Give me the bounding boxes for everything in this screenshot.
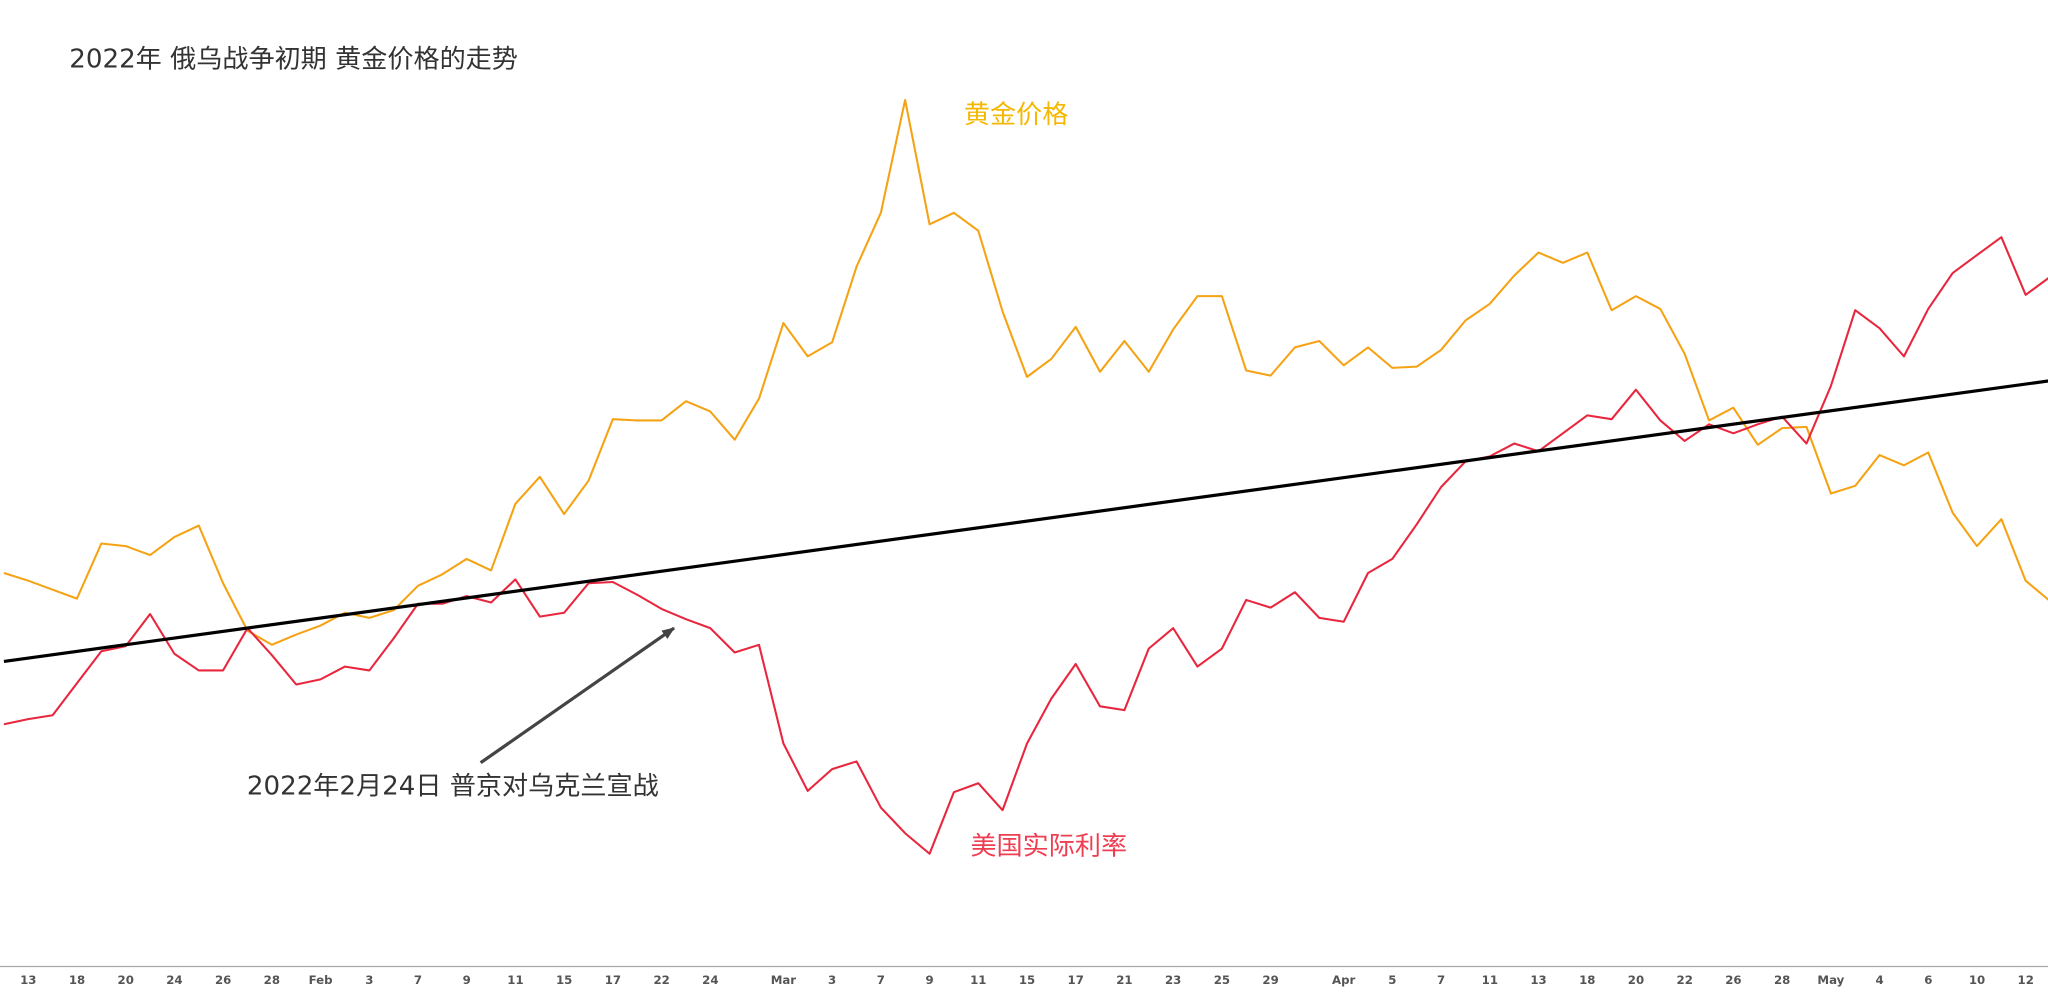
x-tick-label: 17 xyxy=(1068,973,1084,987)
x-tick-label: 7 xyxy=(1437,973,1445,987)
x-tick-label: Feb xyxy=(309,973,333,987)
x-tick-label: 23 xyxy=(1165,973,1181,987)
x-tick-label: May xyxy=(1817,973,1844,987)
x-tick-label: 15 xyxy=(556,973,572,987)
x-tick-label: Mar xyxy=(771,973,797,987)
x-tick-label: 22 xyxy=(1677,973,1693,987)
x-tick-label: 29 xyxy=(1262,973,1278,987)
x-tick-label: 12 xyxy=(2018,973,2034,987)
x-tick-label: 28 xyxy=(1774,973,1790,987)
x-tick-label: 7 xyxy=(414,973,422,987)
x-tick-label: 5 xyxy=(1388,973,1396,987)
x-tick-label: 11 xyxy=(970,973,986,987)
annotation-arrow xyxy=(479,626,676,765)
x-tick-label: 25 xyxy=(1214,973,1230,987)
x-tick-label: 20 xyxy=(1628,973,1644,987)
chart-title: 2022年 俄乌战争初期 黄金价格的走势 xyxy=(69,45,518,75)
x-tick-label: 21 xyxy=(1116,973,1132,987)
x-tick-label: 11 xyxy=(507,973,523,987)
x-tick-label: 15 xyxy=(1019,973,1035,987)
x-tick-label: 9 xyxy=(925,973,933,987)
series-line xyxy=(3,236,2048,855)
x-tick-label: 24 xyxy=(702,973,718,987)
x-tick-label: 13 xyxy=(20,973,36,987)
x-tick-label: 26 xyxy=(215,973,231,987)
x-tick-label: 3 xyxy=(365,973,373,987)
x-tick-label: 24 xyxy=(166,973,182,987)
series-label: 黄金价格 xyxy=(964,100,1069,130)
series-line xyxy=(3,98,2048,646)
x-tick-label: 6 xyxy=(1924,973,1932,987)
x-tick-label: 28 xyxy=(264,973,280,987)
x-tick-label: Apr xyxy=(1332,973,1356,987)
annotation: 2022年2月24日 普京对乌克兰宣战 xyxy=(247,772,659,802)
x-tick-label: 18 xyxy=(1579,973,1595,987)
x-tick-label: 17 xyxy=(605,973,621,987)
x-tick-label: 13 xyxy=(1530,973,1546,987)
x-tick-label: 7 xyxy=(877,973,885,987)
x-tick-label: 4 xyxy=(1875,973,1883,987)
x-tick-label: 22 xyxy=(653,973,669,987)
x-tick-label: 26 xyxy=(1725,973,1741,987)
x-tick-label: 10 xyxy=(1969,973,1985,987)
x-tick-label: 9 xyxy=(463,973,471,987)
x-tick-label: 11 xyxy=(1482,973,1498,987)
x-tick-label: 20 xyxy=(118,973,134,987)
series-label: 美国实际利率 xyxy=(970,832,1127,862)
x-tick-label: 18 xyxy=(69,973,85,987)
trend-line xyxy=(3,379,2048,664)
x-tick-label: 3 xyxy=(828,973,836,987)
